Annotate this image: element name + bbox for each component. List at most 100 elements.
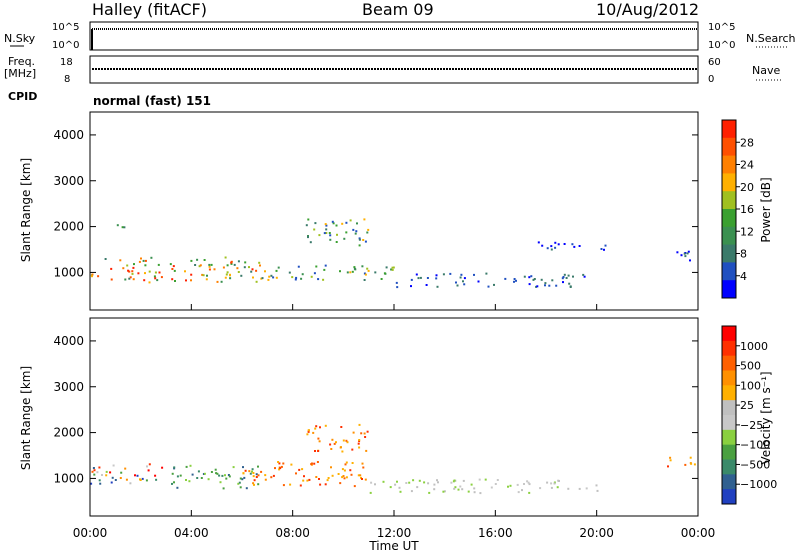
power-data-cell — [442, 273, 445, 276]
velocity-data-cell — [244, 469, 247, 472]
power-plot-background — [90, 112, 698, 310]
velocity-data-cell — [596, 489, 599, 492]
velocity-data-cell — [141, 477, 144, 480]
power-data-cell — [190, 259, 193, 262]
velocity-data-cell — [278, 462, 281, 465]
freq-unit-label: [MHz] — [4, 67, 36, 80]
power-data-cell — [390, 268, 393, 271]
velocity-data-cell — [343, 469, 346, 472]
velocity-data-cell — [173, 466, 176, 469]
power-data-cell — [110, 278, 113, 281]
velocity-data-cell — [473, 491, 476, 494]
power-data-cell — [563, 273, 566, 276]
velocity-data-cell — [360, 476, 362, 479]
power-data-cell — [425, 284, 428, 286]
velocity-data-cell — [467, 490, 470, 493]
nsearch-label: N.Search — [746, 32, 796, 45]
velocity-colorbar-swatch — [722, 444, 736, 460]
power-data-cell — [198, 265, 201, 268]
velocity-data-cell — [317, 450, 320, 452]
velocity-data-cell — [303, 475, 305, 478]
power-data-cell — [194, 264, 197, 266]
freq-label: Freq. — [8, 55, 35, 68]
velocity-data-cell — [333, 442, 336, 445]
power-data-cell — [550, 245, 553, 248]
power-data-cell — [473, 273, 475, 276]
velocity-panel: 1000 2000 3000 4000 00:00 04:00 08:00 12:00 16:… — [19, 317, 777, 553]
velocity-data-cell — [215, 472, 218, 475]
velocity-data-cell — [171, 482, 173, 485]
velocity-data-cell — [290, 463, 293, 466]
power-data-cell — [208, 265, 211, 268]
power-data-cell — [132, 266, 135, 269]
velocity-data-cell — [337, 473, 340, 475]
power-data-cell — [367, 228, 370, 231]
power-data-cell — [128, 277, 131, 280]
power-data-cell — [154, 271, 157, 274]
velocity-data-cell — [191, 473, 194, 476]
velocity-data-cell — [197, 470, 200, 473]
velocity-x-tick-label: 00:00 — [681, 526, 716, 540]
power-data-cell — [515, 279, 517, 282]
power-data-cell — [185, 279, 187, 282]
velocity-data-cell — [364, 478, 367, 481]
power-data-cell — [91, 273, 94, 276]
velocity-data-cell — [221, 474, 224, 477]
power-data-cell — [358, 237, 361, 240]
power-data-cell — [356, 222, 358, 225]
power-data-cell — [224, 276, 227, 279]
power-data-cell — [361, 265, 364, 268]
power-data-cell — [172, 265, 175, 268]
velocity-colorbar-tick-label: −25 — [740, 419, 763, 432]
velocity-data-cell — [382, 480, 385, 483]
velocity-data-cell — [399, 490, 402, 493]
power-data-cell — [687, 250, 690, 253]
velocity-data-cell — [312, 431, 315, 434]
velocity-data-cell — [350, 473, 353, 476]
power-data-cell — [171, 268, 174, 270]
velocity-data-cell — [523, 483, 525, 485]
velocity-data-cell — [120, 471, 123, 474]
beam-title: Beam 09 — [362, 0, 434, 19]
velocity-data-cell — [319, 426, 321, 429]
power-data-cell — [455, 281, 457, 284]
power-data-cell — [683, 252, 686, 255]
power-colorbar-tick-label: 8 — [740, 248, 747, 261]
velocity-data-cell — [436, 479, 438, 482]
power-data-cell — [563, 243, 566, 245]
velocity-x-tick-label: 04:00 — [174, 526, 209, 540]
power-data-cell — [554, 246, 557, 249]
velocity-data-cell — [509, 484, 512, 487]
power-data-cell — [546, 247, 549, 250]
power-y-ticks: 1000 2000 3000 4000 — [53, 128, 698, 279]
velocity-data-cell — [277, 461, 280, 463]
power-data-cell — [395, 281, 398, 284]
velocity-data-cell — [539, 487, 542, 490]
velocity-data-cell — [289, 483, 292, 486]
velocity-data-cell — [251, 468, 254, 471]
velocity-data-cell — [462, 479, 465, 482]
velocity-data-cell — [345, 439, 348, 442]
velocity-data-cell — [249, 472, 252, 475]
power-data-cell — [323, 268, 326, 271]
velocity-y-tick-label: 1000 — [53, 471, 84, 485]
velocity-data-cell — [318, 440, 321, 443]
power-colorbar-tick-label: 12 — [740, 225, 754, 238]
velocity-data-cell — [227, 474, 230, 476]
power-data-cell — [554, 241, 557, 244]
velocity-data-cell — [550, 482, 553, 485]
freq-tick-high: 18 — [60, 57, 73, 68]
power-data-cell — [354, 232, 357, 235]
velocity-x-tick-label: 00:00 — [73, 526, 108, 540]
velocity-data-cell — [98, 479, 101, 482]
velocity-data-cell — [306, 433, 309, 436]
power-data-cell — [410, 285, 412, 288]
power-data-cell — [160, 276, 163, 279]
power-data-cell — [237, 260, 240, 263]
velocity-data-cell — [237, 482, 240, 485]
power-data-cell — [199, 264, 202, 267]
power-data-cell — [310, 275, 313, 278]
power-data-cell — [345, 221, 348, 224]
velocity-data-cell — [318, 478, 320, 480]
power-data-cell — [385, 266, 388, 269]
